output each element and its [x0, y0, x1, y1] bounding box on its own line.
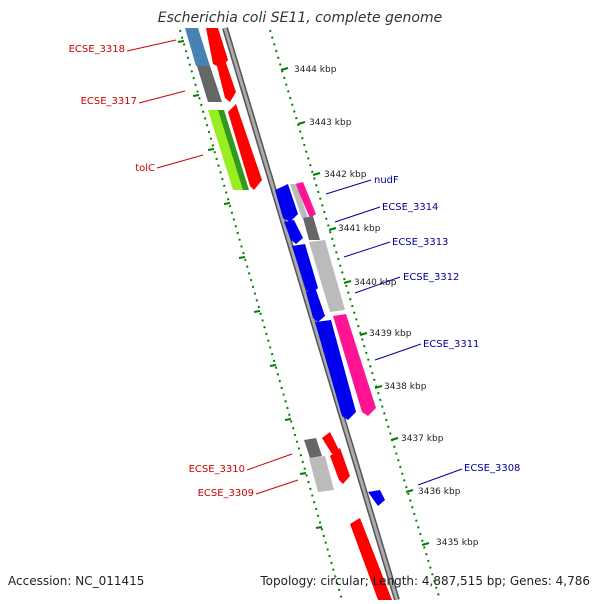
- gene-ecse-3311-b[interactable]: [315, 320, 356, 420]
- gene-label-right[interactable]: ECSE_3311: [423, 339, 479, 350]
- topology-text: Topology: circular; Length: 4,887,515 bp…: [260, 574, 590, 588]
- gene-ecse-3308[interactable]: [368, 490, 385, 506]
- kbp-label: 3438 kbp: [384, 382, 427, 392]
- gene-nudf[interactable]: [295, 182, 316, 218]
- scale-track-right: [269, 29, 441, 601]
- gene-label-left[interactable]: ECSE_3309: [198, 488, 254, 499]
- gene-ecse-3318-a[interactable]: [185, 28, 210, 66]
- kbp-label: 3444 kbp: [294, 65, 337, 75]
- kbp-label: 3439 kbp: [369, 329, 412, 339]
- kbp-label: 3435 kbp: [436, 538, 479, 548]
- gene-label-left[interactable]: ECSE_3310: [189, 464, 245, 475]
- gene-ecse-3312[interactable]: [292, 244, 318, 294]
- right-leaders: [325, 179, 463, 486]
- gene-label-right[interactable]: nudF: [374, 175, 399, 186]
- gene-ecse-3309-b[interactable]: [330, 448, 350, 484]
- kbp-label: 3443 kbp: [309, 118, 352, 128]
- gene-label-left[interactable]: tolC: [135, 163, 155, 174]
- gene-ecse-3309-a[interactable]: [309, 456, 334, 492]
- kbp-label: 3440 kbp: [354, 278, 397, 288]
- gene-ecse-3318-b[interactable]: [206, 28, 228, 68]
- kbp-label: 3442 kbp: [324, 170, 367, 180]
- gene-ecse-3313[interactable]: [309, 240, 345, 312]
- accession-text: Accession: NC_011415: [8, 574, 145, 588]
- scale-track-left: [179, 29, 343, 601]
- gene-label-right[interactable]: ECSE_3314: [382, 202, 438, 213]
- kbp-label: 3437 kbp: [401, 434, 444, 444]
- gene-ecse-3317-a[interactable]: [197, 66, 222, 102]
- gene-ecse-3317-b[interactable]: [217, 60, 236, 102]
- gene-label-right[interactable]: ECSE_3312: [403, 272, 459, 283]
- kbp-label: 3441 kbp: [338, 224, 381, 234]
- gene-label-left[interactable]: ECSE_3317: [81, 96, 137, 107]
- gene-label-right[interactable]: ECSE_3313: [392, 237, 448, 248]
- gene-label-right[interactable]: ECSE_3308: [464, 463, 520, 474]
- scale-ticks: [177, 40, 430, 546]
- gene-ecse-3314[interactable]: [275, 184, 298, 222]
- gene-label-left[interactable]: ECSE_3318: [69, 44, 125, 55]
- gene-tolc-b[interactable]: [228, 104, 262, 190]
- genome-title: Escherichia coli SE11, complete genome: [157, 10, 443, 26]
- gene-lower-red[interactable]: [350, 518, 392, 600]
- gene-ecse-3310-b[interactable]: [322, 432, 339, 454]
- gene-tolc[interactable]: [208, 110, 245, 190]
- kbp-label: 3436 kbp: [418, 487, 461, 497]
- gene-ecse-3311[interactable]: [333, 314, 376, 416]
- gene-ecse-3310-a[interactable]: [304, 438, 322, 458]
- left-leaders: [126, 39, 299, 495]
